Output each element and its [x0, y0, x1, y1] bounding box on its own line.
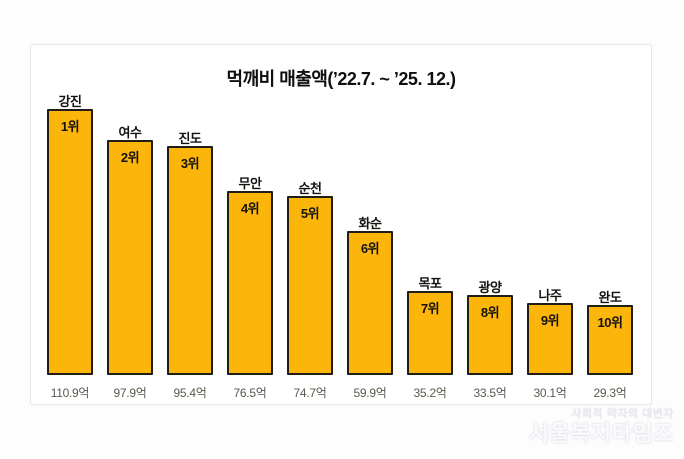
bar-category-label: 진도 [178, 131, 202, 146]
bar-category-label: 나주 [538, 288, 562, 303]
bar: 2위 [107, 140, 153, 375]
chart-title: 먹깨비 매출액(’22.7. ~ ’25. 12.) [226, 69, 456, 89]
bar-category-label: 여수 [118, 125, 142, 140]
bar-rank-label: 1위 [60, 119, 80, 134]
bar-category-label: 광양 [478, 280, 502, 295]
bar-value-label: 74.7억 [293, 386, 327, 400]
bar: 10위 [587, 305, 633, 375]
bar-value-label: 59.9억 [353, 386, 387, 400]
bar: 7위 [407, 291, 453, 375]
bar-value-label: 30.1억 [533, 386, 567, 400]
bar-value-label: 110.9억 [50, 386, 90, 400]
bar: 1위 [47, 109, 93, 375]
bar-rank-label: 9위 [540, 313, 560, 328]
bar-category-label: 무안 [238, 176, 262, 191]
watermark-name: 서울복지타임즈 [528, 420, 674, 446]
chart-panel: 먹깨비 매출액(’22.7. ~ ’25. 12.) 강진 1위 110.9억 여수 2… [30, 44, 652, 405]
bar: 9위 [527, 303, 573, 375]
bar-rank-label: 4위 [240, 201, 260, 216]
watermark-slogan: 사회적 약자의 대변자 [571, 407, 674, 420]
bar-rank-label: 10위 [597, 315, 623, 330]
bar: 8위 [467, 295, 513, 375]
bar-category-label: 화순 [358, 216, 382, 231]
bar-rank-label: 3위 [180, 156, 200, 171]
bar-rank-label: 6위 [360, 241, 380, 256]
bar-category-label: 목포 [418, 276, 442, 291]
bar-rank-label: 5위 [300, 206, 320, 221]
bar-category-label: 완도 [598, 290, 622, 305]
bar-value-label: 95.4억 [173, 386, 207, 400]
bar-rank-label: 8위 [480, 305, 500, 320]
bar-value-label: 29.3억 [593, 386, 627, 400]
bar: 5위 [287, 196, 333, 375]
bar-category-label: 순천 [298, 181, 322, 196]
bar: 6위 [347, 231, 393, 375]
bar-rank-label: 2위 [120, 150, 140, 165]
plot-area: 강진 1위 110.9억 여수 2위 97.9억 진도 3위 95.4억 무안 4위 76.5억 순천 5… [31, 45, 651, 404]
bar: 3위 [167, 146, 213, 375]
bar-value-label: 35.2억 [413, 386, 447, 400]
watermark: 사회적 약자의 대변자 서울복지타임즈 [529, 408, 674, 446]
bar-value-label: 33.5억 [473, 386, 507, 400]
bar-value-label: 76.5억 [233, 386, 267, 400]
bar-value-label: 97.9억 [113, 386, 147, 400]
bar: 4위 [227, 191, 273, 375]
bar-category-label: 강진 [58, 94, 82, 109]
bar-rank-label: 7위 [420, 301, 440, 316]
